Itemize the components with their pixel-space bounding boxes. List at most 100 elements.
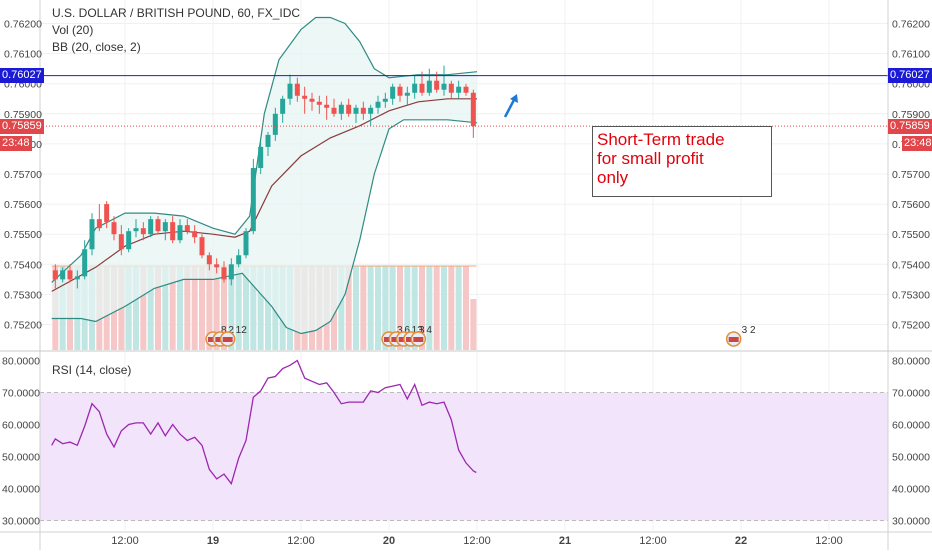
candle-body (309, 98, 315, 102)
candle-body (375, 101, 381, 108)
price-tick-label-left: 0.75600 (4, 199, 42, 211)
volume-bar (221, 266, 227, 350)
candle-body (206, 255, 212, 265)
candle-body (280, 98, 286, 114)
rsi-tick-label-right: 30.0000 (892, 516, 930, 528)
time-tick-label: 12:00 (287, 535, 315, 547)
annotation-text: Short-Term trade for small profit only (597, 130, 725, 187)
rsi-tick-label-left: 30.0000 (2, 516, 40, 528)
volume-bar (345, 266, 352, 350)
volume-bar (382, 266, 389, 350)
price-tick-label-right: 0.75500 (892, 229, 930, 241)
candle-body (133, 228, 139, 232)
candle-body (243, 231, 249, 256)
rsi-tick-label-right: 40.0000 (892, 484, 930, 496)
rsi-band-fill (40, 392, 888, 521)
rsi-tick-label-right: 60.0000 (892, 420, 930, 432)
bb-basis-line (51, 98, 477, 292)
bb-fill (51, 17, 477, 334)
candle-body (294, 83, 300, 96)
rsi-tick-label-left: 40.0000 (2, 484, 40, 496)
candle-body (470, 92, 476, 127)
hline-price-tag-left: 0.76027 (0, 68, 44, 84)
price-tick-label-right: 0.75300 (892, 289, 930, 301)
candle-body (441, 83, 447, 90)
price-tick-label-right: 0.75400 (892, 259, 930, 271)
volume-bar (470, 299, 477, 350)
price-tick-label-left: 0.76200 (4, 19, 42, 31)
event-count-label: 3 2 (742, 325, 756, 336)
price-tick-label-left: 0.75700 (4, 169, 42, 181)
price-tick-label-left: 0.75200 (4, 320, 42, 332)
event-flag-stripe (413, 337, 424, 342)
candle-body (140, 228, 146, 235)
bb-upper-line (51, 16, 478, 283)
rsi-tick-label-left: 70.0000 (2, 388, 40, 400)
rsi-tick-label-left: 50.0000 (2, 452, 40, 464)
candle-body (404, 92, 410, 96)
event-count-label: 6 (404, 325, 410, 336)
rsi-tick-label-right: 70.0000 (892, 388, 930, 400)
volume-bar (206, 266, 213, 350)
volume-bar (250, 266, 257, 350)
legend-bb: BB (20, close, 2) (52, 40, 141, 54)
candle-body (162, 222, 168, 232)
volume-bar (265, 266, 271, 350)
candle-body (419, 83, 425, 93)
rsi-tick-label-right: 80.0000 (892, 356, 930, 368)
event-flag-stripe (222, 337, 233, 342)
candle-body (338, 104, 344, 114)
time-tick-label: 20 (383, 535, 395, 547)
candle-body (368, 107, 374, 114)
time-tick-label: 12:00 (815, 535, 843, 547)
candle-body (192, 231, 198, 238)
candle-body (228, 264, 234, 280)
volume-bar (360, 266, 367, 350)
volume-bar (389, 266, 396, 350)
up-arrow-icon (503, 94, 518, 118)
candle-body (390, 86, 396, 99)
time-tick-label: 12:00 (111, 535, 139, 547)
volume-bar (257, 266, 264, 350)
candle-body (265, 134, 271, 147)
volume-bar (199, 266, 205, 350)
candle-body (434, 80, 440, 90)
candle-body (82, 249, 88, 277)
time-tick-label: 22 (735, 535, 747, 547)
candle-body (155, 219, 161, 232)
volume-bar (411, 266, 418, 350)
volume-bar (162, 266, 169, 350)
event-count-label: 3 (419, 325, 425, 336)
volume-bar (191, 266, 198, 350)
candle-body (67, 270, 73, 280)
candle-body (397, 86, 403, 96)
rsi-tick-label-right: 50.0000 (892, 452, 930, 464)
volume-bar (441, 266, 447, 350)
candle-body (346, 104, 352, 114)
volume-bar (140, 266, 147, 350)
rsi-tick-label-left: 80.0000 (2, 356, 40, 368)
volume-bar (338, 266, 345, 350)
event-count-label: 8 (221, 325, 227, 336)
legend-vol: Vol (20) (52, 23, 94, 37)
volume-bar (397, 266, 403, 350)
price-tick-label-left: 0.75500 (4, 229, 42, 241)
volume-bar (433, 266, 440, 350)
candle-body (184, 225, 190, 232)
candle-body (360, 107, 366, 114)
candle-body (331, 107, 337, 114)
candle-body (89, 219, 95, 250)
candle-body (74, 276, 80, 280)
candles (52, 65, 476, 289)
legend-rsi: RSI (14, close) (52, 363, 132, 377)
time-tick-label: 12:00 (639, 535, 667, 547)
candle-body (118, 234, 124, 250)
volume-bar (133, 266, 139, 350)
candle-body (287, 83, 293, 99)
annotation-box[interactable]: Short-Term trade for small profit only (592, 126, 772, 197)
volume-bar (147, 266, 154, 350)
candle-body (258, 146, 264, 168)
countdown-tag-left: 23:48 (0, 135, 32, 151)
